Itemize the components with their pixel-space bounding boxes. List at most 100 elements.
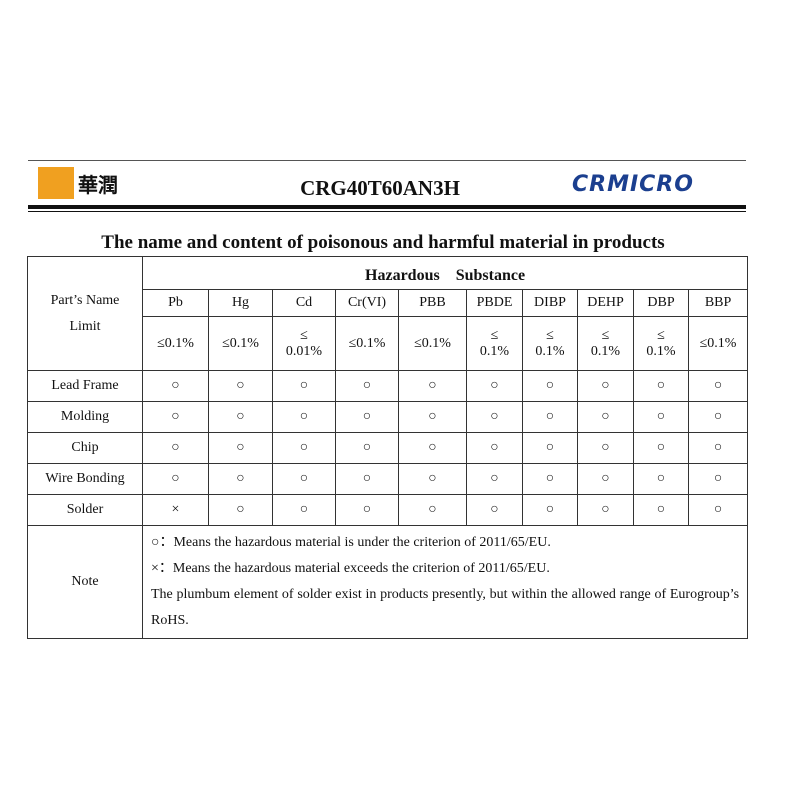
mark: ○ [398,432,467,464]
mark: ○ [522,432,578,464]
mark: ○ [466,370,523,402]
mark: ○ [335,494,399,526]
row-header-text: Limit [69,318,101,334]
mark: ○ [272,463,336,495]
limit: ≤0.1% [335,316,399,371]
note-text: The plumbum element of solder exist in p… [151,587,740,628]
row: Pb Hg Cd Cr(VI) PBB PBDE DIBP DEHP DBP BBP [28,289,749,317]
rohs-table: Part’s Name Limit Hazardous Substance Pb Hg C… [27,256,749,639]
row: Note ○：Means the hazardous material is un… [27,525,749,639]
mark: ○ [633,494,689,526]
mark: ○ [577,370,634,402]
logo-left: 華潤 [38,167,118,199]
substance: DBP [633,289,689,317]
mark: ○ [142,463,209,495]
rule [28,160,746,161]
mark: ○ [522,370,578,402]
part-name: Molding [27,401,143,433]
mark: ○ [633,432,689,464]
mark: ○ [335,463,399,495]
mark: ○ [272,401,336,433]
mark: ○ [466,494,523,526]
row-header-text: Part’s Name [50,292,120,308]
part-name: Solder [27,494,143,526]
logo-text: 華潤 [78,172,118,197]
mark: ○ [335,401,399,433]
substance: DEHP [577,289,634,317]
row-header: Part’s Name Limit [27,256,143,371]
substance: PBB [398,289,467,317]
mark: ○ [142,370,209,402]
mark: ○ [522,401,578,433]
limit: ≤0.1% [398,316,467,371]
mark: × [142,494,209,526]
mark: ○ [335,370,399,402]
mark: ○ [272,370,336,402]
row: Part’s Name Limit Hazardous Substance [27,256,749,371]
row: Solder × ○ ○ ○ ○ ○ ○ ○ ○ ○ [27,494,749,526]
mark: ○ [633,370,689,402]
mark: ○ [272,432,336,464]
mark: ○ [208,401,273,433]
mark: ○ [633,401,689,433]
mark: ○ [208,432,273,464]
mark: ○ [142,401,209,433]
mark: ○ [398,494,467,526]
mark: ○ [466,432,523,464]
substance: BBP [687,289,749,317]
mark: ○ [335,432,399,464]
limit: ≤0.1% [687,316,749,371]
part-name: Lead Frame [27,370,143,402]
mark: ○ [522,463,578,495]
mark: ○ [142,432,209,464]
note-text: ×：Means the hazardous material exceeds t… [151,561,550,576]
row: Chip ○ ○ ○ ○ ○ ○ ○ ○ ○ ○ [27,432,749,464]
logo-right: CRMICRO [572,172,694,197]
mark: ○ [687,494,749,526]
mark: ○ [208,370,273,402]
mark: ○ [687,370,749,402]
limit: ≤ 0.1% [466,316,523,371]
mark: ○ [687,463,749,495]
substance: Hg [208,289,273,317]
mark: ○ [272,494,336,526]
mark: ○ [466,401,523,433]
mark: ○ [687,401,749,433]
mark: ○ [577,401,634,433]
row: Molding ○ ○ ○ ○ ○ ○ ○ ○ ○ ○ [27,401,749,433]
limit: ≤ 0.1% [522,316,578,371]
mark: ○ [208,463,273,495]
limit: ≤0.1% [208,316,273,371]
mark: ○ [687,432,749,464]
substance: PBDE [466,289,523,317]
limit: ≤ 0.1% [577,316,634,371]
doc-title: CRG40T60AN3H [300,176,460,200]
rule [28,211,746,212]
notes: ○：Means the hazardous material is under … [141,525,749,639]
mark: ○ [577,432,634,464]
mark: ○ [398,370,467,402]
mark: ○ [208,494,273,526]
limit: ≤ 0.1% [633,316,689,371]
limit: ≤0.1% [142,316,209,371]
row: Wire Bonding ○ ○ ○ ○ ○ ○ ○ ○ ○ ○ [27,463,749,495]
part-name: Wire Bonding [27,463,143,495]
mark: ○ [398,463,467,495]
logo-mark [38,167,74,199]
mark: ○ [466,463,523,495]
heading: The name and content of poisonous and ha… [101,232,665,253]
mark: ○ [522,494,578,526]
part-name: Chip [27,432,143,464]
mark: ○ [633,463,689,495]
rule [28,205,746,209]
note-text: ○：Means the hazardous material is under … [151,535,551,550]
substance: Pb [142,289,209,317]
mark: ○ [398,401,467,433]
note-label: Note [27,525,143,639]
limit: ≤ 0.01% [272,316,336,371]
mark: ○ [577,494,634,526]
substance: DIBP [522,289,578,317]
substance: Cd [272,289,336,317]
mark: ○ [577,463,634,495]
